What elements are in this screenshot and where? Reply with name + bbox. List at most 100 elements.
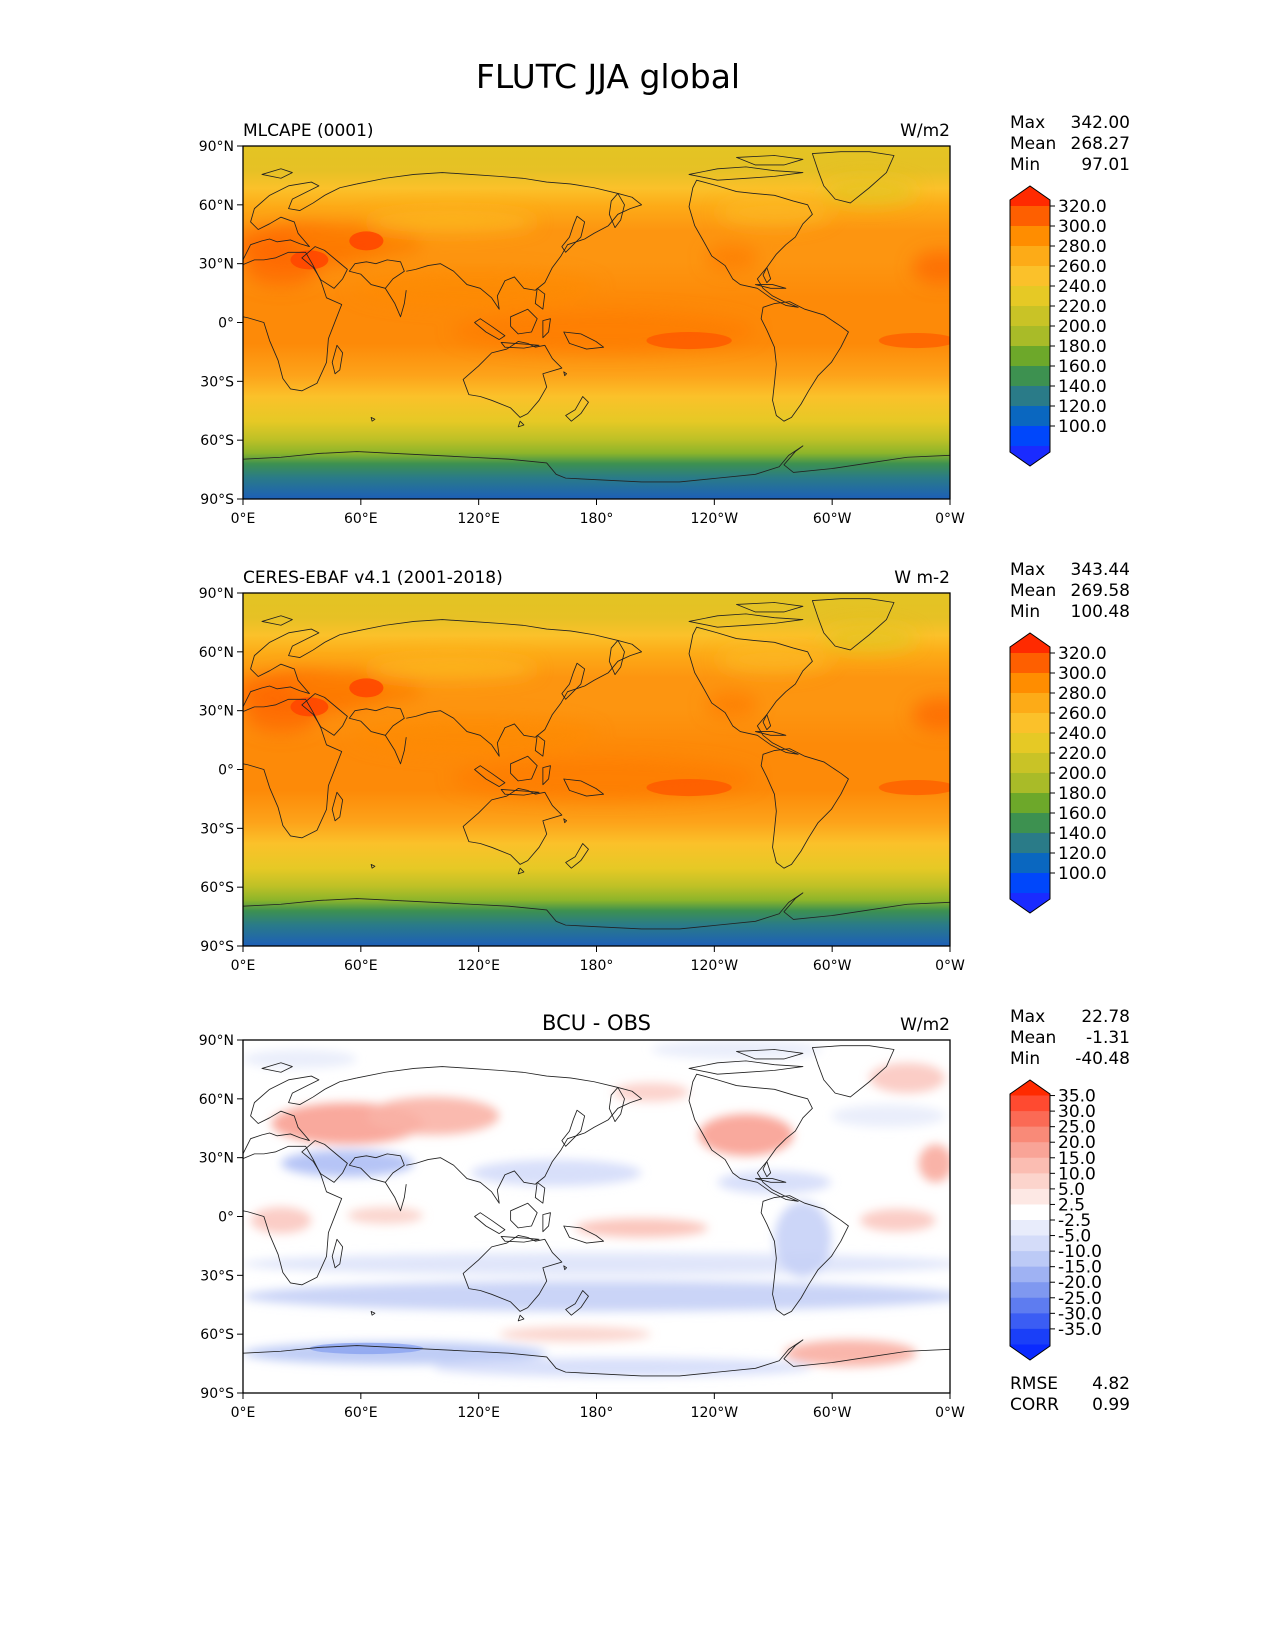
stats-block: Max 22.78 Mean -1.31 Min -40.48 — [1010, 1007, 1130, 1069]
colorbar: 320.0300.0280.0260.0240.0220.0200.0180.0… — [1009, 632, 1107, 914]
colorbar-tick-label: -5.0 — [1058, 1227, 1091, 1247]
lat-label: 90°N — [199, 586, 234, 602]
lat-label: 30°S — [200, 374, 234, 390]
lon-label: 60°E — [344, 511, 378, 527]
colorbar-segment — [1010, 1188, 1050, 1205]
stat-value: 269.58 — [1071, 581, 1130, 601]
colorbar-segment — [1010, 1126, 1050, 1143]
stat-label: Max — [1010, 1007, 1045, 1027]
colorbar-tick-label: 200.0 — [1058, 317, 1107, 337]
panel-center-title: BCU - OBS — [542, 1011, 651, 1035]
colorbar-tick-label: 10.0 — [1058, 1164, 1096, 1184]
stat-label: Min — [1010, 155, 1040, 175]
colorbar-tick-label: 280.0 — [1058, 237, 1107, 257]
lon-label: 0°E — [231, 511, 256, 527]
lat-label: 60°S — [200, 433, 234, 449]
colorbar-segment — [1010, 853, 1050, 874]
panel-units: W/m2 — [900, 121, 950, 141]
stats-block: Max 343.44 Mean 269.58 Min 100.48 — [1010, 560, 1130, 622]
stat-value: 100.48 — [1071, 602, 1130, 622]
colorbar-segment — [1010, 893, 1050, 913]
lat-label: 60°S — [200, 880, 234, 896]
colorbar-tick-label: 300.0 — [1058, 217, 1107, 237]
colorbar-tick-label: 320.0 — [1058, 197, 1107, 217]
lon-label: 120°E — [457, 511, 500, 527]
lon-label: 60°W — [813, 958, 852, 974]
lon-label: 180° — [580, 958, 614, 974]
colorbar-tick-label: 220.0 — [1058, 744, 1107, 764]
colorbar-segment — [1010, 1142, 1050, 1159]
colorbar-segment — [1010, 1266, 1050, 1283]
lon-label: 120°E — [457, 1405, 500, 1421]
colorbar-segment — [1010, 693, 1050, 714]
colorbar-segment — [1010, 386, 1050, 407]
colorbar-tick-label: 240.0 — [1058, 724, 1107, 744]
map-field — [243, 1040, 950, 1393]
panel-left-title: CERES-EBAF v4.1 (2001-2018) — [243, 568, 503, 588]
lat-label: 90°N — [199, 139, 234, 155]
panel-left-title: MLCAPE (0001) — [243, 121, 374, 141]
stat-label: RMSE — [1010, 1374, 1058, 1394]
colorbar-tick-label: 300.0 — [1058, 664, 1107, 684]
lat-label: 90°S — [200, 939, 234, 955]
lon-label: 60°W — [813, 1405, 852, 1421]
lat-label: 0° — [218, 763, 234, 779]
colorbar-segment — [1010, 1111, 1050, 1128]
colorbar-tick-label: 220.0 — [1058, 297, 1107, 317]
map-panel-3: BCU - OBS W/m2 90°N 60°N 30°N 0° 30°S 60°S 90°S 0… — [199, 1007, 1130, 1421]
colorbar-segment — [1010, 1328, 1050, 1345]
stat-value: -1.31 — [1086, 1028, 1130, 1048]
colorbar-segment — [1010, 653, 1050, 674]
lon-label: 0°W — [935, 511, 965, 527]
lon-label: 180° — [580, 1405, 614, 1421]
colorbar-tick-label: -20.0 — [1058, 1273, 1102, 1293]
colorbar-segment — [1010, 1080, 1050, 1096]
colorbar-segment — [1010, 246, 1050, 267]
colorbar-tick-label: -30.0 — [1058, 1304, 1102, 1324]
colorbar-segment — [1010, 1173, 1050, 1190]
stat-label: Min — [1010, 602, 1040, 622]
colorbar-tick-label: 260.0 — [1058, 704, 1107, 724]
colorbar-tick-label: 160.0 — [1058, 804, 1107, 824]
stat-label: Mean — [1010, 1028, 1056, 1048]
colorbar-segment — [1010, 226, 1050, 247]
colorbar-tick-label: -35.0 — [1058, 1320, 1102, 1340]
colorbar-outline — [1009, 632, 1051, 914]
colorbar-segment — [1010, 833, 1050, 854]
lat-label: 30°N — [199, 257, 234, 273]
lon-label: 60°E — [344, 1405, 378, 1421]
colorbar-segment — [1010, 286, 1050, 307]
colorbar-segment — [1010, 406, 1050, 427]
colorbar-segment — [1010, 673, 1050, 694]
colorbar-segment — [1010, 633, 1050, 653]
panel-units: W/m2 — [900, 1015, 950, 1035]
lon-label: 0°E — [231, 1405, 256, 1421]
colorbar-tick-label: 15.0 — [1058, 1149, 1096, 1169]
colorbar-segment — [1010, 206, 1050, 227]
colorbar-tick-label: 2.5 — [1058, 1195, 1085, 1215]
colorbar-tick-label: 140.0 — [1058, 824, 1107, 844]
colorbar-tick-label: 120.0 — [1058, 397, 1107, 417]
colorbar-tick-label: 200.0 — [1058, 764, 1107, 784]
lon-label: 120°W — [691, 511, 739, 527]
colorbar-segment — [1010, 873, 1050, 894]
lat-label: 30°S — [200, 821, 234, 837]
colorbar-tick-label: -10.0 — [1058, 1242, 1102, 1262]
stat-value: -40.48 — [1075, 1049, 1130, 1069]
colorbar-segment — [1010, 1313, 1050, 1330]
map-field — [243, 593, 950, 946]
figure-title: FLUTC JJA global — [476, 57, 740, 96]
colorbar-segment — [1010, 813, 1050, 834]
colorbar-tick-label: 5.0 — [1058, 1180, 1085, 1200]
colorbar: 35.030.025.020.015.010.05.02.5-2.5-5.0-1… — [1009, 1079, 1102, 1361]
colorbar-tick-label: 280.0 — [1058, 684, 1107, 704]
colorbar-tick-label: 120.0 — [1058, 844, 1107, 864]
colorbar-segment — [1010, 1220, 1050, 1237]
stats-block: Max 342.00 Mean 268.27 Min 97.01 — [1010, 113, 1130, 175]
colorbar-segment — [1010, 1344, 1050, 1360]
lon-label: 0°W — [935, 958, 965, 974]
stat-value: 343.44 — [1071, 560, 1130, 580]
stat-value: 342.00 — [1071, 113, 1130, 133]
lat-label: 30°N — [199, 704, 234, 720]
colorbar-segment — [1010, 773, 1050, 794]
